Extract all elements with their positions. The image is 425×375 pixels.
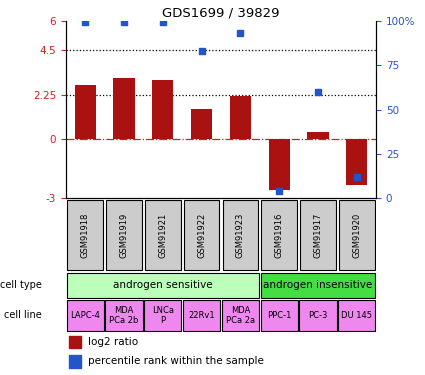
Bar xyxy=(69,356,82,368)
Point xyxy=(314,89,321,95)
FancyBboxPatch shape xyxy=(338,300,375,330)
Bar xyxy=(113,78,135,139)
Point xyxy=(198,48,205,54)
FancyBboxPatch shape xyxy=(67,300,104,330)
FancyBboxPatch shape xyxy=(183,300,220,330)
Title: GDS1699 / 39829: GDS1699 / 39829 xyxy=(162,6,280,20)
FancyBboxPatch shape xyxy=(222,300,259,330)
Text: LAPC-4: LAPC-4 xyxy=(70,311,100,320)
Bar xyxy=(152,80,173,139)
FancyBboxPatch shape xyxy=(261,273,375,298)
FancyBboxPatch shape xyxy=(184,200,219,270)
Bar xyxy=(230,96,251,139)
Point xyxy=(276,188,283,194)
FancyBboxPatch shape xyxy=(339,200,374,270)
Text: androgen sensitive: androgen sensitive xyxy=(113,280,212,290)
Text: percentile rank within the sample: percentile rank within the sample xyxy=(88,357,264,366)
Point xyxy=(237,30,244,36)
Text: MDA
PCa 2a: MDA PCa 2a xyxy=(226,306,255,325)
Point xyxy=(159,20,166,26)
Text: GSM91920: GSM91920 xyxy=(352,212,361,258)
Text: cell type: cell type xyxy=(0,280,42,290)
FancyBboxPatch shape xyxy=(145,200,181,270)
Text: LNCa
P: LNCa P xyxy=(152,306,174,325)
FancyBboxPatch shape xyxy=(67,273,259,298)
Point xyxy=(121,20,128,26)
Bar xyxy=(346,139,367,184)
Bar xyxy=(75,85,96,139)
Text: GSM91916: GSM91916 xyxy=(275,212,283,258)
FancyBboxPatch shape xyxy=(144,300,181,330)
FancyBboxPatch shape xyxy=(261,300,298,330)
Text: GSM91919: GSM91919 xyxy=(119,212,128,258)
Text: GSM91918: GSM91918 xyxy=(81,212,90,258)
FancyBboxPatch shape xyxy=(106,200,142,270)
FancyBboxPatch shape xyxy=(105,300,143,330)
Text: DU 145: DU 145 xyxy=(341,311,372,320)
FancyBboxPatch shape xyxy=(68,200,103,270)
Bar xyxy=(269,139,290,190)
Text: androgen insensitive: androgen insensitive xyxy=(264,280,373,290)
Text: log2 ratio: log2 ratio xyxy=(88,337,138,347)
Text: GSM91921: GSM91921 xyxy=(159,212,167,258)
Text: PPC-1: PPC-1 xyxy=(267,311,292,320)
FancyBboxPatch shape xyxy=(223,200,258,270)
Text: cell line: cell line xyxy=(4,310,42,320)
Point xyxy=(353,174,360,180)
FancyBboxPatch shape xyxy=(300,200,336,270)
Bar xyxy=(307,132,329,139)
Text: GSM91922: GSM91922 xyxy=(197,212,206,258)
Bar xyxy=(69,336,82,348)
Text: GSM91917: GSM91917 xyxy=(314,212,323,258)
Text: MDA
PCa 2b: MDA PCa 2b xyxy=(109,306,139,325)
Text: PC-3: PC-3 xyxy=(308,311,328,320)
Text: 22Rv1: 22Rv1 xyxy=(188,311,215,320)
FancyBboxPatch shape xyxy=(261,200,297,270)
FancyBboxPatch shape xyxy=(299,300,337,330)
Bar xyxy=(191,108,212,139)
Text: GSM91923: GSM91923 xyxy=(236,212,245,258)
Point xyxy=(82,20,89,26)
